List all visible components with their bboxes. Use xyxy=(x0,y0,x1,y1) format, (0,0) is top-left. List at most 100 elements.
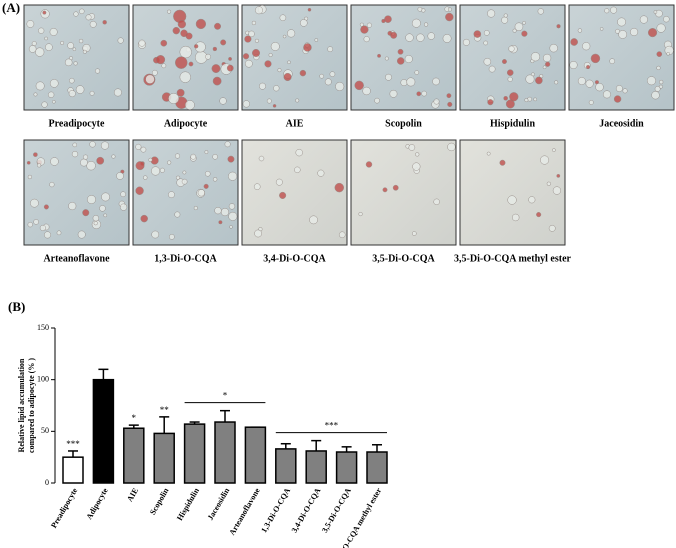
cell xyxy=(203,183,209,189)
cell xyxy=(102,20,107,25)
cell xyxy=(113,88,122,97)
cell xyxy=(447,101,453,107)
y-tick-label: 100 xyxy=(37,374,49,383)
x-tick-label: Preadipocyte xyxy=(49,486,79,530)
cell xyxy=(569,60,578,70)
micrograph xyxy=(241,4,348,111)
cell xyxy=(533,97,538,102)
cell xyxy=(45,43,53,51)
cell xyxy=(160,39,168,47)
micrograph xyxy=(132,139,239,246)
cell xyxy=(27,221,33,228)
cell xyxy=(279,191,287,199)
micrograph-panel xyxy=(132,139,239,246)
cell xyxy=(295,98,300,103)
cell xyxy=(503,96,508,101)
cell xyxy=(473,30,482,38)
cell xyxy=(666,52,670,56)
cell xyxy=(653,10,658,14)
cell xyxy=(229,225,233,229)
panel-caption: 3,5-Di-O-CQA xyxy=(372,253,435,264)
cell xyxy=(244,59,253,68)
cell xyxy=(416,33,425,42)
cell xyxy=(226,64,234,72)
cell xyxy=(421,90,427,97)
cell xyxy=(26,20,35,28)
cell xyxy=(546,181,551,186)
cell xyxy=(86,194,96,205)
cell xyxy=(279,14,287,22)
cell xyxy=(117,37,124,44)
cell xyxy=(151,230,160,239)
cell xyxy=(168,234,175,240)
cell xyxy=(270,42,280,51)
cell xyxy=(377,53,382,58)
panel-caption: AIE xyxy=(286,118,304,129)
cell xyxy=(542,53,552,63)
cell xyxy=(161,63,167,69)
cell xyxy=(656,23,666,33)
cell xyxy=(272,104,277,108)
cell xyxy=(307,7,312,12)
cell xyxy=(242,100,250,108)
cell xyxy=(582,42,591,51)
cell xyxy=(27,174,33,180)
cell xyxy=(77,230,86,239)
cell xyxy=(486,151,491,156)
cell xyxy=(622,88,628,94)
cell xyxy=(148,157,153,162)
micrograph xyxy=(23,4,130,111)
cell xyxy=(73,11,79,17)
cell xyxy=(26,160,31,165)
cell xyxy=(184,100,195,110)
cell xyxy=(86,160,96,171)
x-tick-label: 3,5-Di-O-CQA xyxy=(320,486,353,534)
cell xyxy=(295,148,303,157)
cell xyxy=(119,203,128,211)
cell xyxy=(68,201,77,211)
bar xyxy=(305,450,327,484)
cell xyxy=(251,48,261,58)
cell xyxy=(89,90,95,96)
cell xyxy=(214,206,222,215)
x-tick-label: Arteanoflavone xyxy=(227,486,261,537)
cell xyxy=(314,38,319,42)
cell xyxy=(483,30,490,36)
cell xyxy=(570,38,578,46)
cell xyxy=(528,196,536,204)
cell xyxy=(43,231,52,239)
cell xyxy=(228,203,236,210)
cell xyxy=(94,68,101,74)
cell xyxy=(427,32,435,40)
cell xyxy=(92,215,100,222)
cell xyxy=(135,186,144,195)
cell xyxy=(366,22,372,28)
cell xyxy=(268,52,273,58)
panel-caption: Preadipocyte xyxy=(49,118,105,129)
cell xyxy=(610,6,618,14)
cell xyxy=(181,178,188,185)
cell xyxy=(604,8,610,14)
cell xyxy=(204,150,209,154)
cell xyxy=(60,40,65,45)
cell xyxy=(405,33,414,42)
panel-label: (B) xyxy=(8,299,25,314)
cell xyxy=(85,14,92,21)
cell xyxy=(212,153,218,160)
cell xyxy=(397,48,404,55)
cell xyxy=(219,97,227,105)
cell xyxy=(303,43,312,52)
significance: * xyxy=(223,391,228,401)
cell xyxy=(549,43,558,53)
micrograph-panel xyxy=(459,139,566,246)
cell xyxy=(585,79,594,88)
cell xyxy=(277,68,282,73)
cell xyxy=(508,45,515,52)
cell xyxy=(30,198,39,208)
cell xyxy=(83,154,89,160)
cell xyxy=(382,187,388,193)
cell xyxy=(390,31,398,39)
cell xyxy=(100,141,110,150)
micrograph xyxy=(241,139,348,246)
cell xyxy=(654,85,661,92)
